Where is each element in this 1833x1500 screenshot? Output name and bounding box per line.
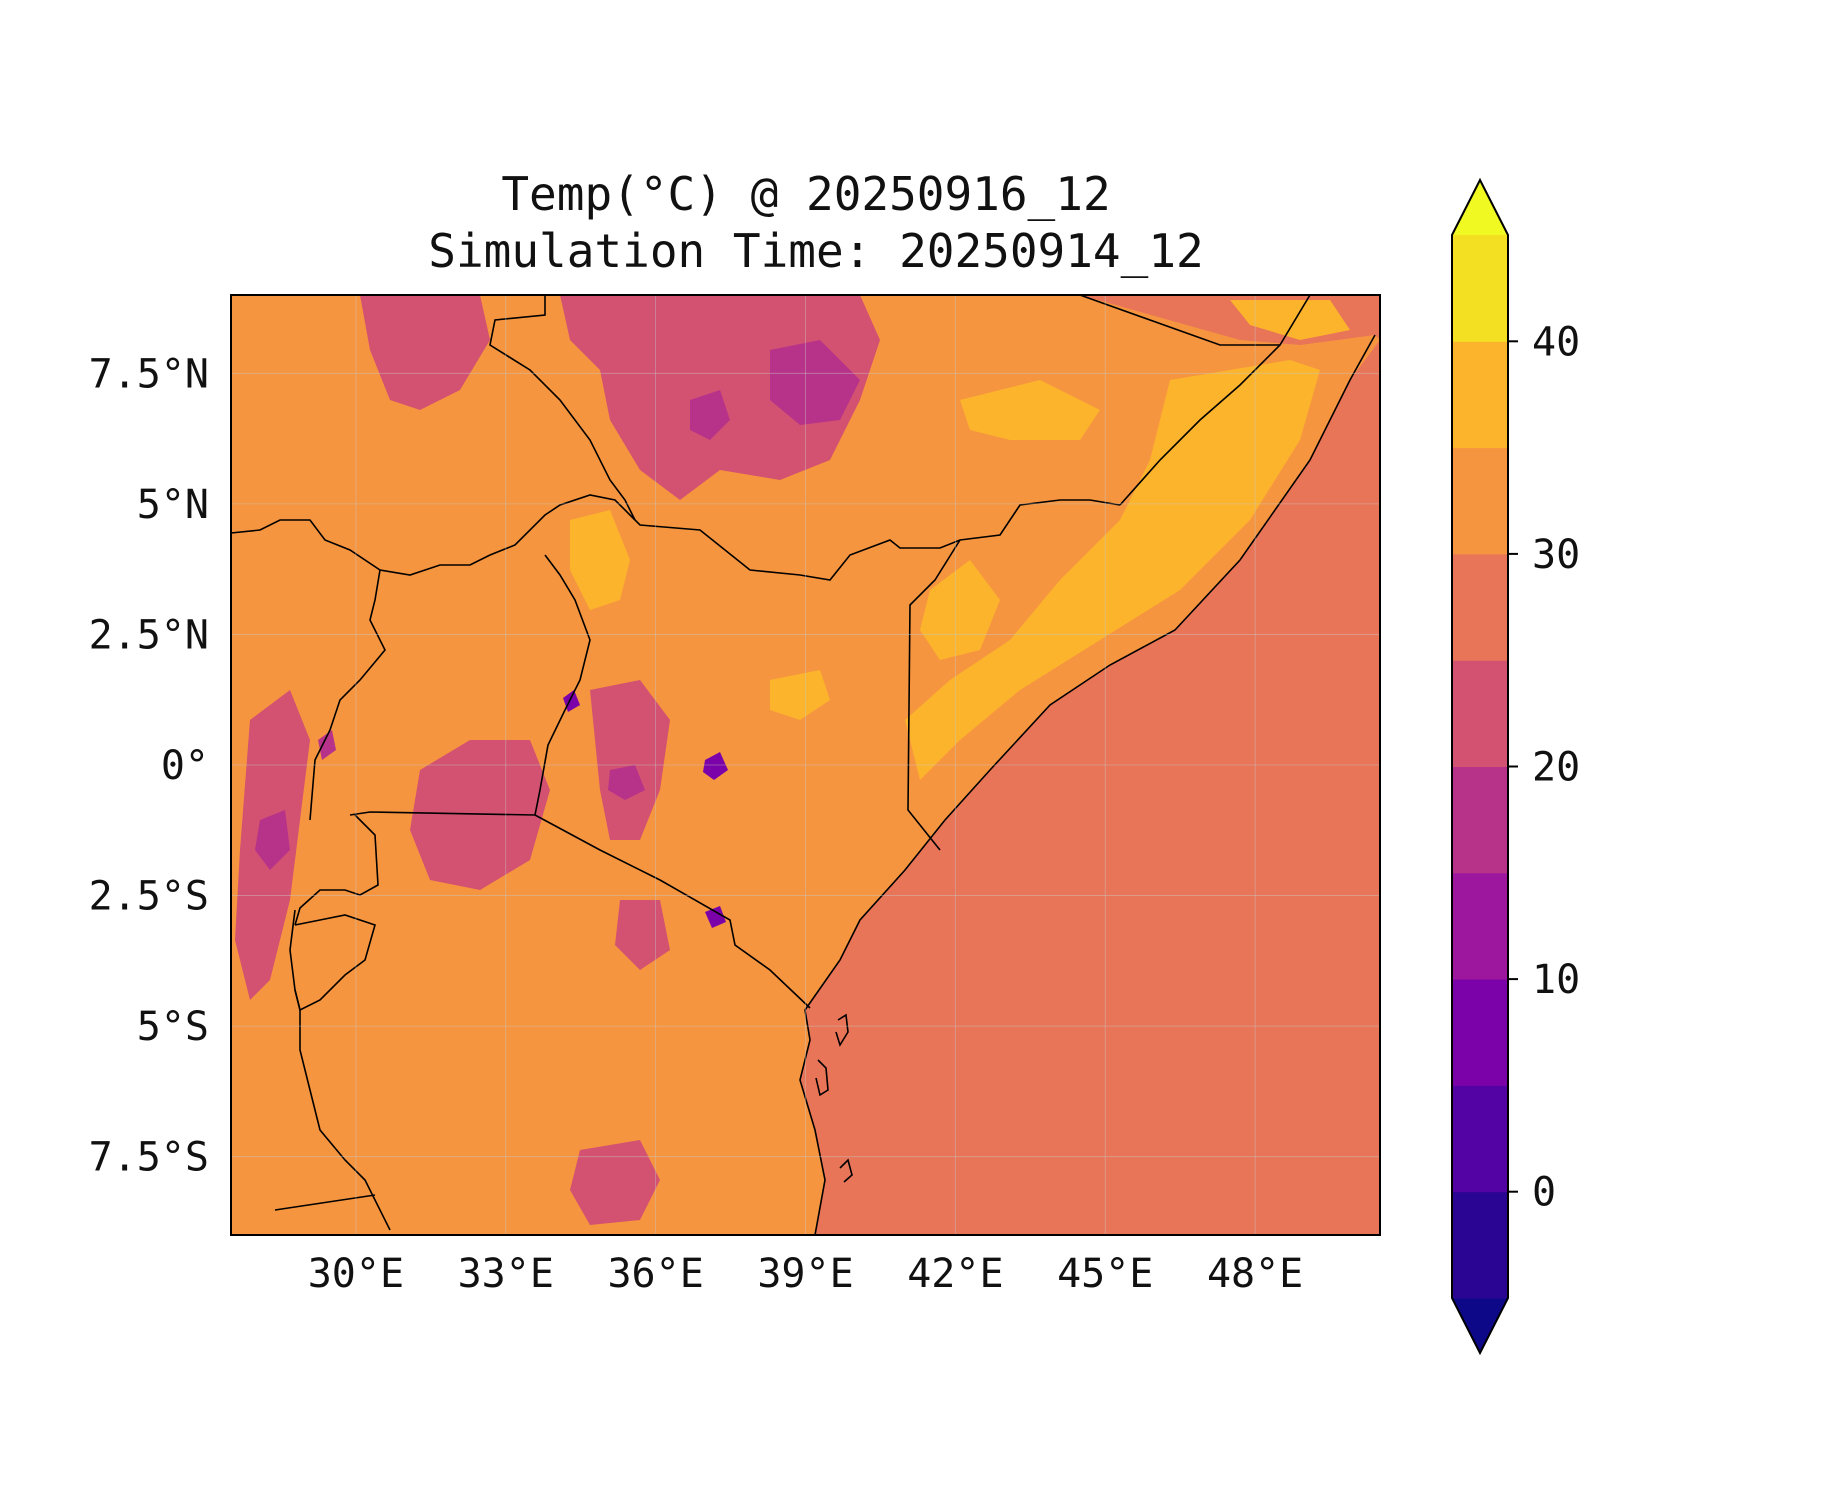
turkana-warm-zone bbox=[570, 510, 630, 610]
pemba-island bbox=[815, 1059, 829, 1097]
burundi-tanzania-border bbox=[294, 914, 376, 1012]
ethiopia-cold-peak bbox=[770, 340, 860, 425]
colorbar-bin bbox=[1452, 553, 1508, 661]
map-panel bbox=[231, 295, 1380, 1235]
lon-tick-label: 39°E bbox=[757, 1251, 853, 1297]
colorbar: 0 10 20 30 40 bbox=[1451, 177, 1580, 1356]
colorbar-bin bbox=[1452, 979, 1508, 1086]
colorbar-tick-label: 30 bbox=[1532, 532, 1580, 578]
kenya-somalia-border bbox=[907, 539, 961, 851]
northeast-kenya-warm-zone bbox=[920, 560, 1000, 660]
southern-highlands-zone bbox=[570, 1140, 660, 1225]
map-title-line1: Temp(°C) @ 20250916_12 bbox=[501, 167, 1110, 221]
country-boundaries bbox=[231, 295, 1376, 1235]
ethiopia-warm-zone-2 bbox=[1230, 300, 1350, 340]
lat-tick-label: 5°S bbox=[137, 1004, 209, 1050]
colorbar-bin bbox=[1452, 1191, 1508, 1299]
zambia-tanzania-border bbox=[274, 1194, 376, 1211]
kivu-cold-peak bbox=[255, 810, 290, 870]
colorbar-tick-label: 10 bbox=[1532, 957, 1580, 1003]
cold-peaks bbox=[255, 340, 860, 928]
colorbar-bin bbox=[1452, 872, 1508, 980]
mt-kenya-cold-peak bbox=[703, 752, 728, 780]
aberdares-cold-peak bbox=[608, 765, 645, 800]
lat-tick-label: 7.5°N bbox=[89, 351, 209, 397]
lon-tick-label: 36°E bbox=[607, 1251, 703, 1297]
lon-tick-label: 30°E bbox=[308, 1251, 404, 1297]
lake-victoria-basin-zone bbox=[410, 740, 550, 890]
lon-tick-label: 45°E bbox=[1057, 1251, 1153, 1297]
kenya-tanzania-border bbox=[534, 814, 811, 1009]
drc-tanzania-lake-tanganyika bbox=[289, 909, 391, 1231]
map-title-line2: Simulation Time: 20250914_12 bbox=[428, 224, 1203, 278]
tanzania-highlands-zone bbox=[615, 900, 670, 970]
lon-tick-label: 42°E bbox=[907, 1251, 1003, 1297]
south-sudan-cool-zone bbox=[360, 295, 490, 410]
mafia-island bbox=[839, 1158, 853, 1183]
sudan-south-sudan-border bbox=[489, 295, 636, 521]
rwanda-burundi-border bbox=[294, 814, 379, 926]
colorbar-outline bbox=[1451, 177, 1509, 1356]
south-sudan-uganda-border bbox=[231, 494, 636, 576]
kenya-highlands-zone bbox=[590, 680, 670, 840]
lat-tick-label: 7.5°S bbox=[89, 1135, 209, 1181]
gridlines bbox=[231, 295, 1380, 1235]
ethiopia-warm-zone-1 bbox=[960, 380, 1100, 440]
colorbar-bin bbox=[1452, 235, 1508, 342]
uganda-drc-border bbox=[309, 569, 386, 821]
colorbar-tick-label: 0 bbox=[1532, 1170, 1556, 1216]
colorbar-bin bbox=[1452, 766, 1508, 874]
lat-tick-label: 2.5°N bbox=[89, 612, 209, 658]
lat-tick-label: 0° bbox=[161, 743, 209, 789]
colorbar-under-extension bbox=[1452, 1298, 1508, 1353]
somalia-warm-zone bbox=[905, 360, 1320, 780]
colorbar-tick-label: 20 bbox=[1532, 745, 1580, 791]
colorbar-bin bbox=[1452, 1085, 1508, 1193]
lon-tick-label: 33°E bbox=[458, 1251, 554, 1297]
somalia-coastline bbox=[799, 334, 1376, 1235]
lon-tick-labels: 30°E 33°E 36°E 39°E 42°E 45°E 48°E bbox=[308, 1251, 1304, 1297]
lat-tick-labels: 7.5°N 5°N 2.5°N 0° 2.5°S 5°S 7.5°S bbox=[89, 351, 209, 1180]
ethiopia-somaliland-border bbox=[1079, 295, 1280, 346]
uganda-tanzania-border bbox=[349, 811, 536, 816]
rwenzori-cold-peak bbox=[318, 730, 336, 760]
colorbar-bin bbox=[1452, 341, 1508, 449]
colorbar-bin bbox=[1452, 447, 1508, 555]
uganda-kenya-border bbox=[534, 554, 591, 816]
map-frame bbox=[230, 294, 1381, 1236]
zanzibar-island bbox=[835, 1013, 849, 1047]
colorbar-over-extension bbox=[1452, 180, 1508, 235]
mt-kilimanjaro-cold-peak bbox=[705, 906, 726, 928]
colorbar-bin bbox=[1452, 660, 1508, 767]
lon-tick-label: 48°E bbox=[1207, 1251, 1303, 1297]
ethiopia-cold-peak-2 bbox=[690, 390, 730, 440]
colorbar-tick-label: 40 bbox=[1532, 319, 1580, 365]
kenya-ethiopia-border bbox=[634, 499, 1121, 581]
lat-tick-label: 2.5°S bbox=[89, 874, 209, 920]
lat-tick-label: 5°N bbox=[137, 482, 209, 528]
kenya-warm-zone bbox=[770, 670, 830, 720]
warm-zones bbox=[570, 300, 1350, 780]
ethiopia-somalia-border bbox=[1119, 295, 1311, 506]
